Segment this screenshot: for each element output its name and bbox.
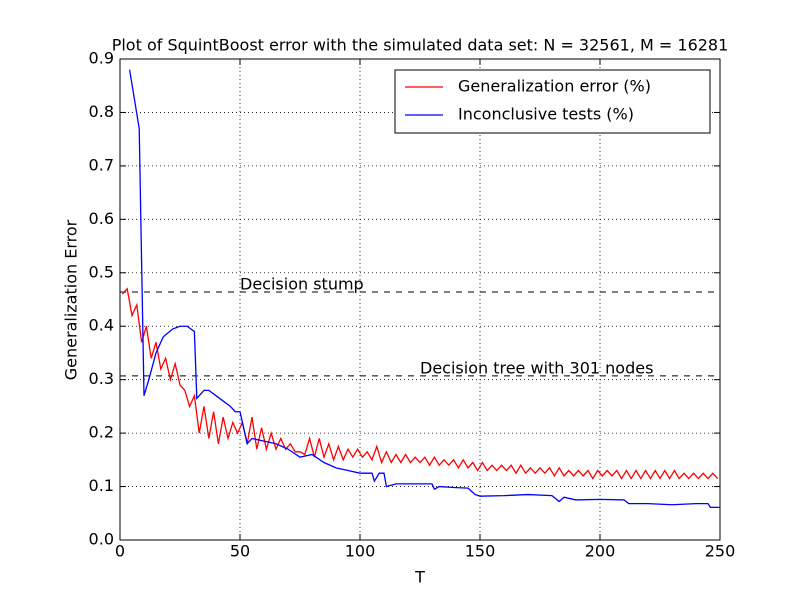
chart-title: Plot of SquintBoost error with the simul… [112,36,729,55]
x-tick-label: 0 [115,542,125,561]
x-tick-label: 250 [705,542,736,561]
y-tick-label: 0.6 [89,209,114,228]
plot-frame [119,58,721,541]
x-axis-label: T [414,568,425,587]
y-tick-label: 0.5 [89,262,114,281]
y-axis-label: Generalization Error [62,219,81,380]
y-tick-label: 0.9 [89,49,114,68]
y-tick-label: 0.7 [89,155,114,174]
line-series [121,287,719,480]
y-tick-label: 0.1 [89,476,114,495]
annotation: Decision stump [240,275,364,294]
y-tick-label: 0.8 [89,102,114,121]
line-series [128,69,720,509]
x-tick-label: 100 [345,542,376,561]
x-tick-label: 150 [465,542,496,561]
y-tick-label: 0.3 [89,369,114,388]
y-tick-label: 0.4 [89,316,114,335]
y-tick-label: 0.2 [89,423,114,442]
y-tick-label: 0.0 [89,530,114,549]
legend-label: Generalization error (%) [458,77,651,96]
x-tick-label: 200 [585,542,616,561]
legend-label: Inconclusive tests (%) [458,105,634,124]
x-tick-label: 50 [230,542,250,561]
annotation: Decision tree with 301 nodes [420,358,653,377]
legend-box [394,69,711,134]
